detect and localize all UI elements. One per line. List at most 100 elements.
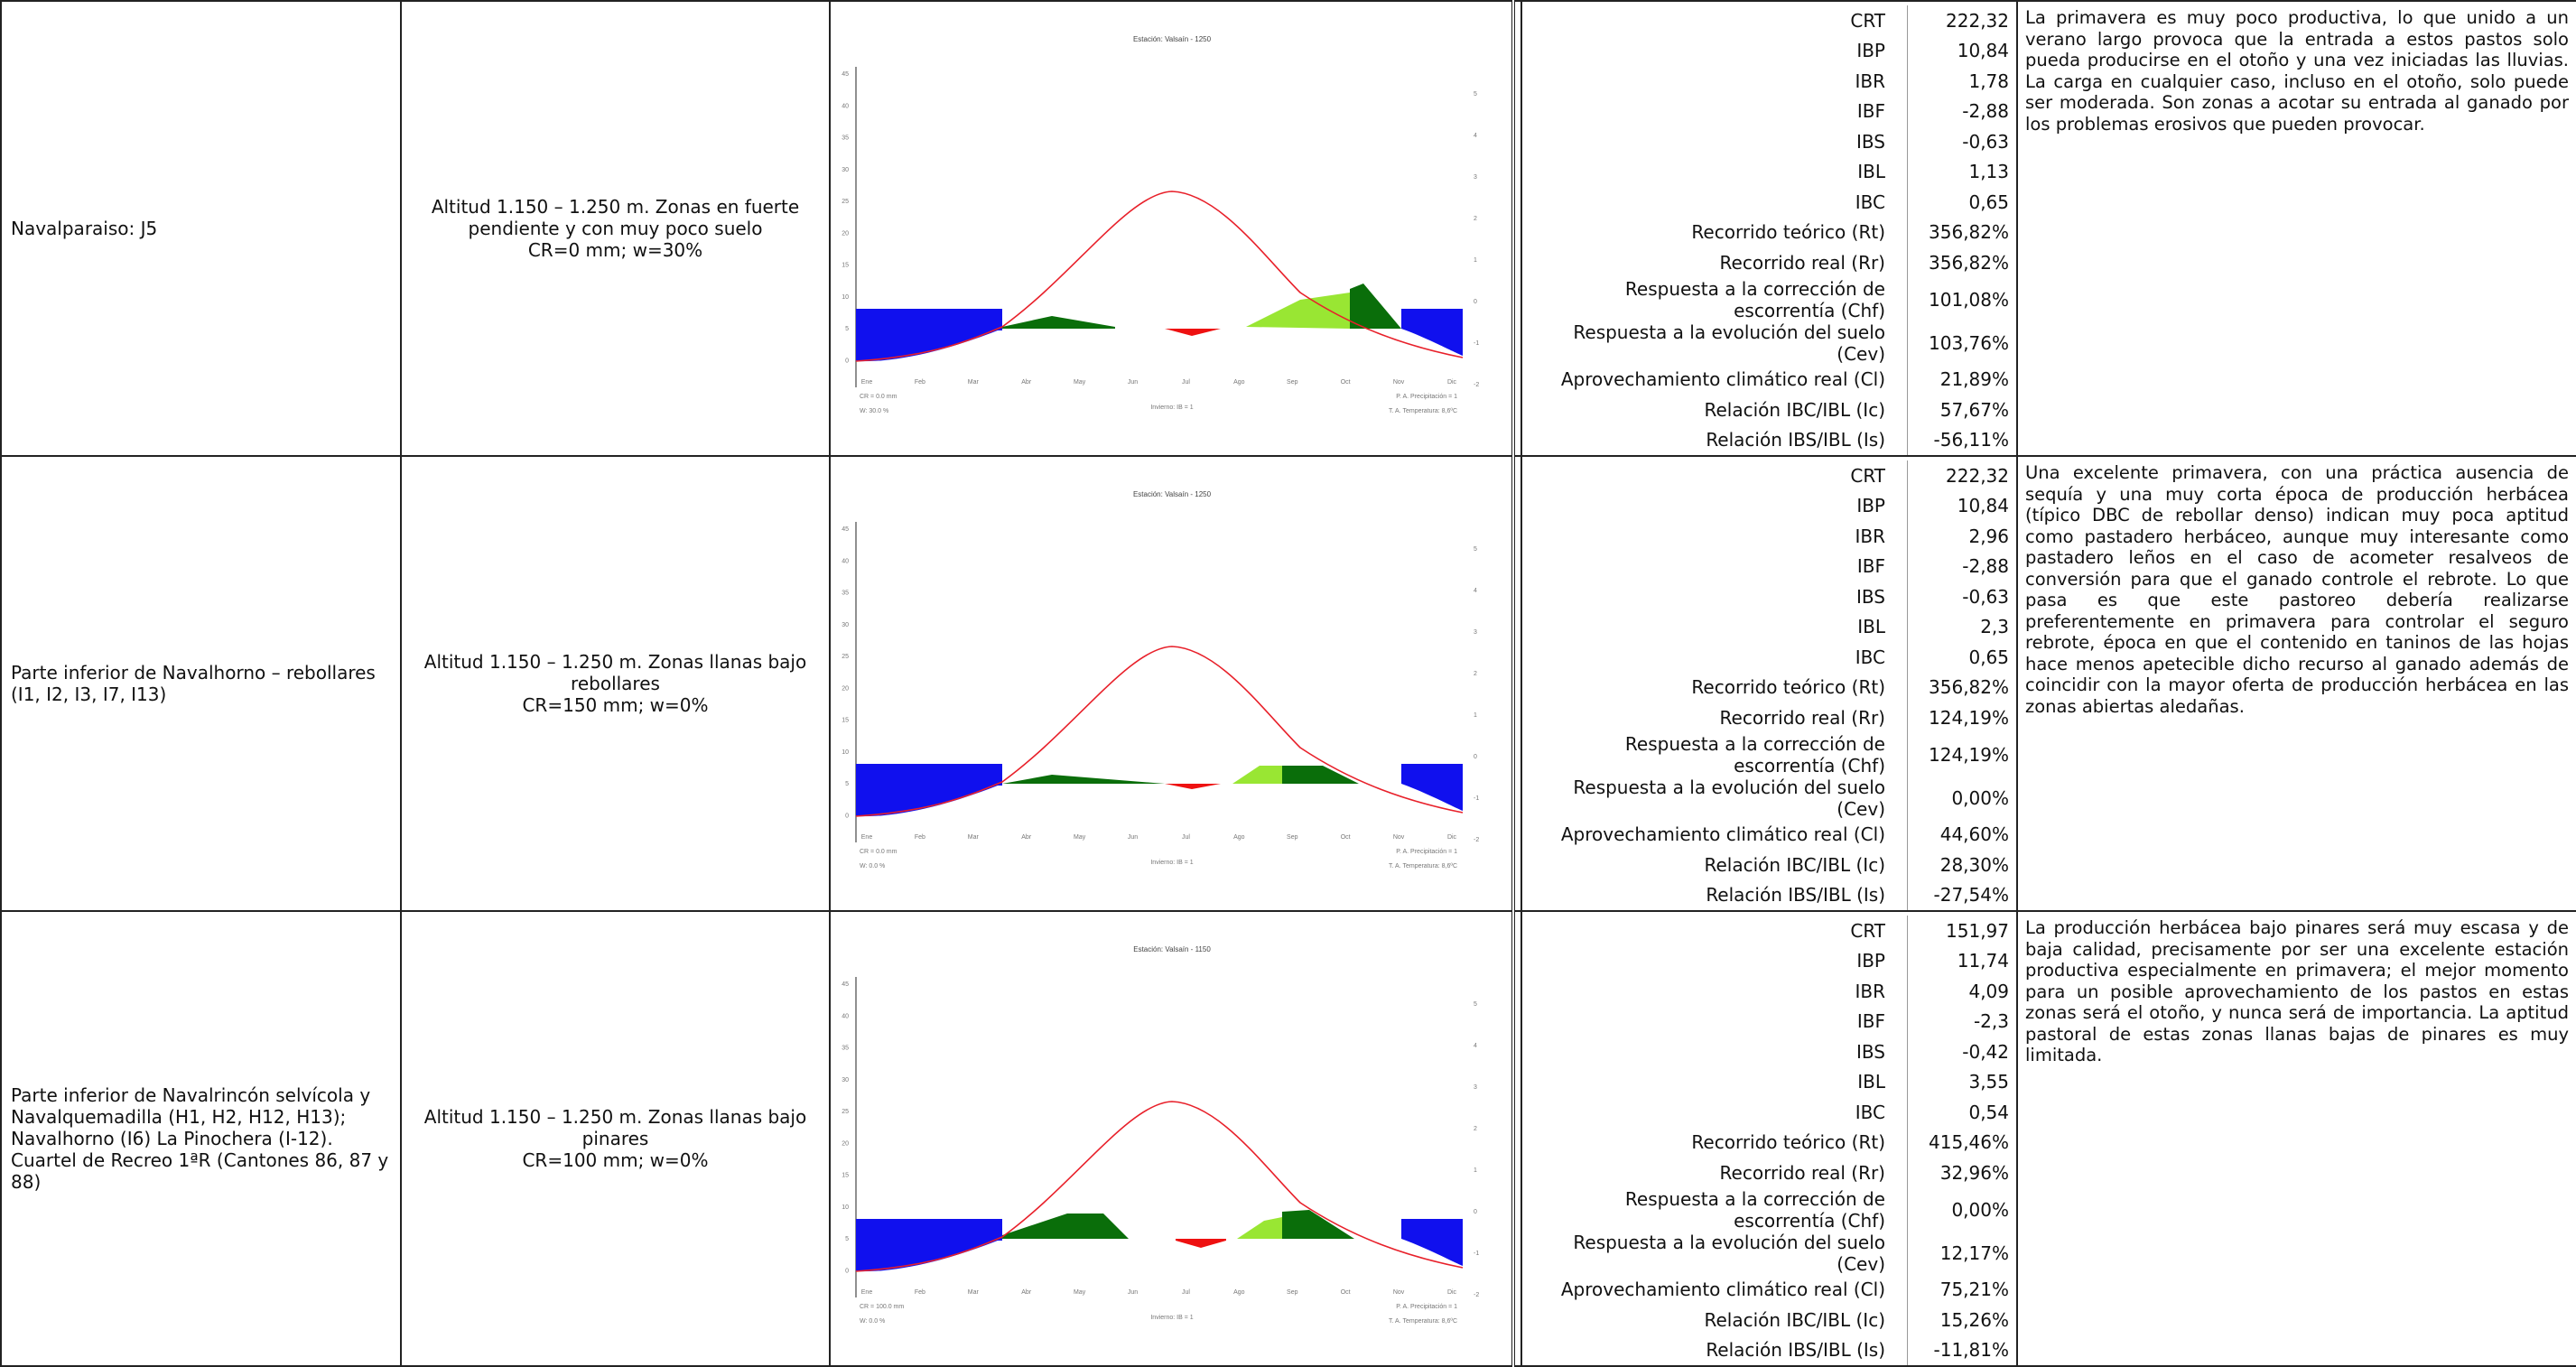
summer-dry-area: [1176, 1239, 1226, 1248]
index-label: Respuesta a la corrección de escorrentía…: [1624, 1187, 1885, 1232]
left-tick-label: 20: [842, 685, 849, 692]
zone-description: Altitud 1.150 – 1.250 m. Zonas llanas ba…: [400, 455, 831, 912]
cold-period-area: [856, 1239, 1002, 1272]
index-label: Relación IBS/IBL (Is): [1706, 429, 1885, 451]
index-row: Respuesta a la evolución del suelo (Cev)…: [1523, 776, 2015, 820]
chart-footer-left: W: 0.0 %: [860, 863, 885, 869]
month-tick-label: Jun: [1128, 379, 1138, 386]
month-tick-label: Jul: [1182, 834, 1190, 841]
index-row: Relación IBS/IBL (Is) -27,54%: [1523, 879, 2015, 909]
right-tick-label: 3: [1474, 174, 1477, 181]
zone-comment: La primavera es muy poco productiva, lo …: [2016, 0, 2576, 457]
index-label: IBL: [1857, 1071, 1885, 1093]
index-value: 4,09: [1907, 976, 2015, 1007]
chart-title: Estación: Valsaín - 1250: [1133, 490, 1212, 498]
right-tick-label: 1: [1474, 1167, 1477, 1174]
left-tick-label: 10: [842, 749, 849, 756]
index-value: -27,54%: [1907, 879, 2015, 909]
chart-title: Estación: Valsaín - 1150: [1133, 945, 1211, 953]
index-row: IBS -0,63: [1523, 126, 2015, 157]
left-tick-label: 30: [842, 167, 849, 173]
index-row: Recorrido teórico (Rt) 356,82%: [1523, 672, 2015, 702]
index-label: CRT: [1850, 919, 1885, 942]
index-label: IBL: [1857, 161, 1885, 183]
index-row: Aprovechamiento climático real (Cl) 21,89…: [1523, 364, 2015, 395]
chart-footer-mid: Invierno: IB = 1: [1150, 405, 1193, 411]
right-tick-label: 0: [1474, 299, 1477, 305]
index-values-cell: CRT 222,32 IBP 10,84 IBR 1,78 IBF -2,88 IBS -…: [1520, 0, 2018, 457]
autumn-growth-light-area: [1232, 766, 1282, 784]
index-label: Respuesta a la corrección de escorrentía…: [1624, 732, 1885, 776]
index-row: IBS -0,42: [1523, 1037, 2015, 1067]
index-label: Aprovechamiento climático real (Cl): [1560, 1279, 1885, 1301]
index-value: 15,26%: [1907, 1305, 2015, 1335]
index-label: IBR: [1855, 980, 1885, 1002]
zone-row: Parte inferior de Navalhorno – rebollare…: [0, 455, 2576, 912]
chart-footer-left: W: 30.0 %: [860, 408, 888, 414]
index-value: 2,3: [1907, 611, 2015, 642]
index-label: Relación IBS/IBL (Is): [1706, 884, 1885, 907]
index-label: IBC: [1855, 191, 1885, 213]
index-row: Aprovechamiento climático real (Cl) 44,60…: [1523, 819, 2015, 850]
month-tick-label: Jul: [1182, 1289, 1190, 1296]
month-tick-label: Ago: [1233, 1289, 1245, 1296]
index-label: Relación IBC/IBL (Ic): [1704, 1308, 1885, 1331]
index-value: 57,67%: [1907, 395, 2015, 425]
month-tick-label: Dic: [1447, 1289, 1457, 1296]
right-tick-label: 4: [1474, 133, 1477, 139]
index-row: IBR 1,78: [1523, 66, 2015, 97]
column-divider: [1511, 455, 1522, 912]
index-value: -2,3: [1907, 1006, 2015, 1037]
index-row: Recorrido teórico (Rt) 415,46%: [1523, 1127, 2015, 1158]
index-label: IBR: [1855, 525, 1885, 547]
index-value: 356,82%: [1907, 672, 2015, 702]
index-row: Relación IBC/IBL (Ic) 28,30%: [1523, 850, 2015, 880]
left-tick-label: 40: [842, 558, 849, 564]
index-value: 10,84: [1907, 490, 2015, 521]
month-tick-label: Nov: [1393, 379, 1405, 386]
zone-description: Altitud 1.150 – 1.250 m. Zonas llanas ba…: [400, 910, 831, 1367]
right-tick-label: -2: [1474, 1292, 1479, 1298]
index-row: Recorrido real (Rr) 32,96%: [1523, 1158, 2015, 1188]
climate-chart-cell: Estación: Valsaín - 1250 45 40 35 30 25 20 15 10…: [829, 455, 1514, 912]
index-label: Recorrido real (Rr): [1719, 1161, 1885, 1184]
right-tick-label: -1: [1474, 1251, 1479, 1257]
index-label: IBF: [1856, 555, 1885, 578]
index-value: 222,32: [1907, 460, 2015, 491]
index-value: 32,96%: [1907, 1158, 2015, 1188]
month-tick-label: Abr: [1021, 834, 1032, 841]
index-label: Relación IBS/IBL (Is): [1706, 1339, 1885, 1362]
left-tick-label: 25: [842, 654, 849, 660]
index-label: Aprovechamiento climático real (Cl): [1560, 823, 1885, 846]
spring-growth-area: [1002, 775, 1165, 784]
index-label: IBP: [1856, 40, 1885, 62]
month-tick-label: Ene: [861, 1289, 873, 1296]
description-line: Altitud 1.150 – 1.250 m. Zonas en fuerte: [431, 196, 800, 218]
left-tick-label: 0: [845, 1268, 849, 1274]
index-row: IBL 1,13: [1523, 156, 2015, 187]
index-label: IBP: [1856, 950, 1885, 972]
left-tick-label: 25: [842, 199, 849, 205]
index-row: Relación IBS/IBL (Is) -56,11%: [1523, 424, 2015, 454]
index-value: -2,88: [1907, 551, 2015, 581]
index-value: 0,00%: [1907, 1187, 2015, 1232]
month-tick-label: Feb: [915, 834, 925, 841]
zone-name: Parte inferior de Navalhorno – rebollare…: [0, 455, 402, 912]
left-tick-label: 5: [845, 326, 849, 332]
description-line: pendiente y con muy poco suelo: [468, 218, 763, 239]
index-label: IBL: [1857, 616, 1885, 638]
index-row: Respuesta a la corrección de escorrentía…: [1523, 277, 2015, 321]
chart-footer-left: CR = 100.0 mm: [860, 1304, 904, 1310]
index-row: IBR 4,09: [1523, 976, 2015, 1007]
index-value: 103,76%: [1907, 321, 2015, 365]
index-label: Respuesta a la evolución del suelo (Cev): [1573, 1231, 1885, 1275]
index-row: IBL 3,55: [1523, 1066, 2015, 1097]
index-value: 356,82%: [1907, 217, 2015, 247]
autumn-growth-area: [1282, 1210, 1354, 1239]
chart-footer-right: P. A. Precipitación = 1: [1396, 1304, 1457, 1310]
cold-period-area: [856, 784, 1002, 817]
month-tick-label: Sep: [1287, 1289, 1298, 1296]
right-tick-label: 5: [1474, 1001, 1477, 1008]
index-values-cell: CRT 222,32 IBP 10,84 IBR 2,96 IBF -2,88 IBS -…: [1520, 455, 2018, 912]
month-tick-label: Feb: [915, 379, 925, 386]
